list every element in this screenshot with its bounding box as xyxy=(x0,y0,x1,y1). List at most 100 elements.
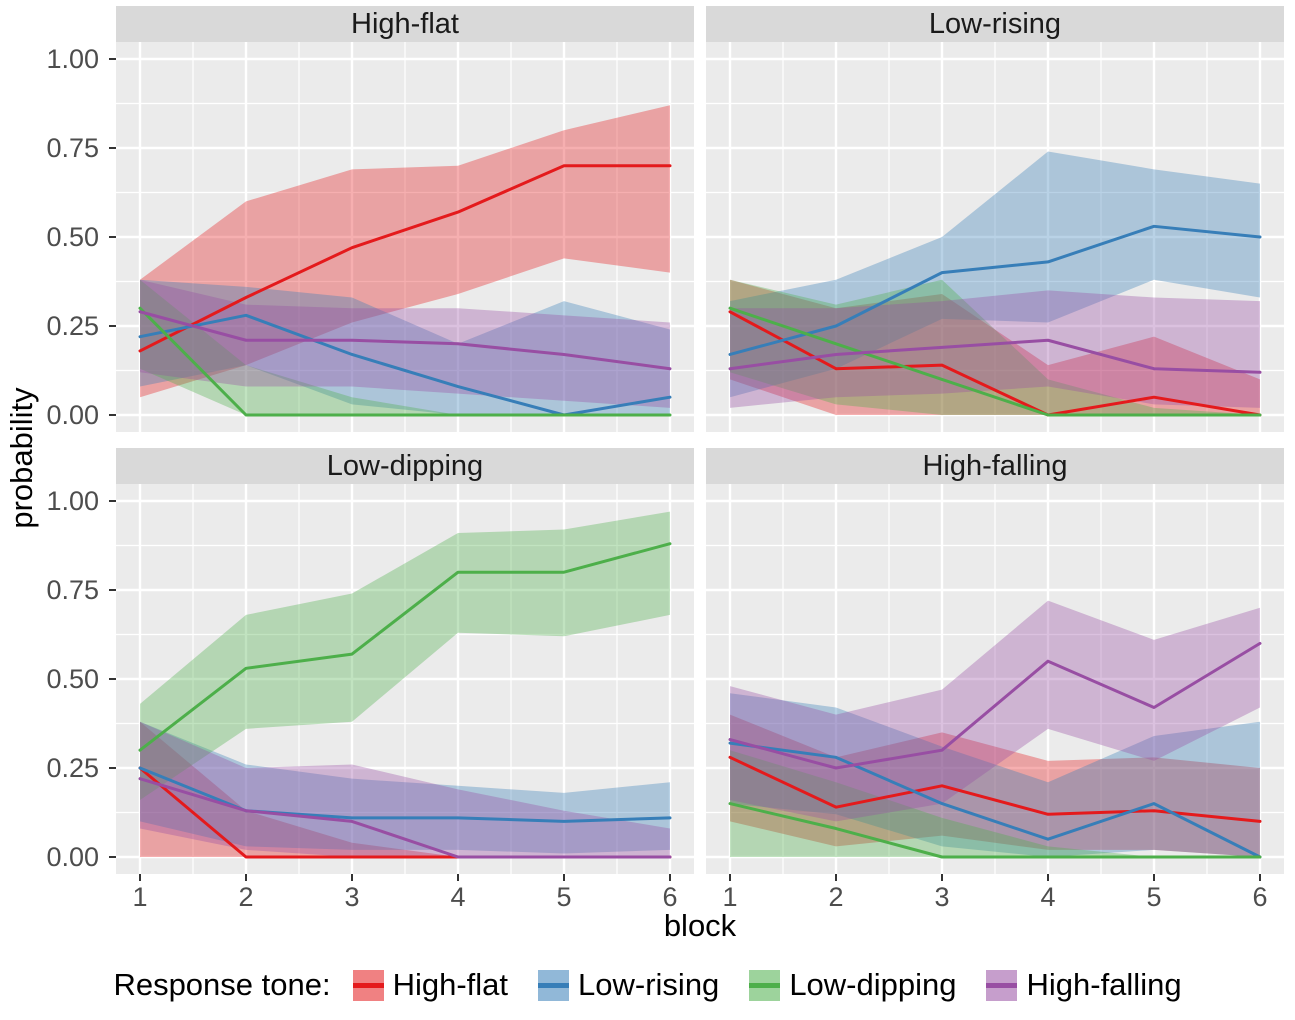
y-tick-mark xyxy=(109,589,116,591)
legend-key-line xyxy=(986,982,1018,988)
legend-key-swatch xyxy=(986,969,1018,1001)
y-tick-mark xyxy=(109,856,116,858)
line-high-falling xyxy=(728,641,1262,770)
x-tick-mark xyxy=(1259,874,1261,881)
x-axis-title: block xyxy=(663,908,737,943)
y-tick-label: 1.00 xyxy=(46,486,99,516)
legend-entry-low-rising: Low-rising xyxy=(538,967,719,1003)
y-tick-label: 0.00 xyxy=(46,400,99,430)
line-low-dipping xyxy=(138,542,672,752)
x-tick-mark xyxy=(835,874,837,881)
x-tick-label: 2 xyxy=(828,882,844,912)
y-tick-label: 0.25 xyxy=(46,753,99,783)
legend-key-swatch xyxy=(538,969,570,1001)
y-tick-label: 0.75 xyxy=(46,133,99,163)
x-tick-mark xyxy=(729,874,731,881)
x-tick-label: 6 xyxy=(662,882,678,912)
x-tick-label: 4 xyxy=(450,882,466,912)
line-high-falling xyxy=(728,338,1262,374)
x-tick-label: 3 xyxy=(934,882,950,912)
x-tick-mark xyxy=(1153,874,1155,881)
y-tick-mark xyxy=(109,147,116,149)
x-tick-mark xyxy=(457,874,459,881)
x-tick-mark xyxy=(245,874,247,881)
x-tick-label: 5 xyxy=(1146,882,1162,912)
facet-panel-high-flat: High-flat xyxy=(116,6,694,432)
legend-label: Low-rising xyxy=(578,967,720,1002)
x-tick-mark xyxy=(139,874,141,881)
y-tick-label: 1.00 xyxy=(46,44,99,74)
x-tick-label: 1 xyxy=(132,882,148,912)
legend: Response tone: High-flat Low-rising Low-di… xyxy=(0,958,1295,1012)
ribbon-high-falling xyxy=(140,279,670,408)
ribbon-low-dipping xyxy=(140,511,670,801)
y-tick-label: 0.75 xyxy=(46,575,99,605)
legend-label: High-falling xyxy=(1026,967,1182,1002)
ribbon-high-falling xyxy=(730,600,1260,822)
legend-entry-low-dipping: Low-dipping xyxy=(749,967,956,1003)
plot-area xyxy=(116,484,694,874)
y-tick-label: 0.50 xyxy=(46,222,99,252)
x-tick-label: 5 xyxy=(556,882,572,912)
y-tick-label: 0.25 xyxy=(46,311,99,341)
legend-key-swatch xyxy=(352,969,384,1001)
facet-strip-label: High-falling xyxy=(706,448,1284,484)
ribbon-high-falling xyxy=(140,721,670,857)
ribbon-low-rising xyxy=(730,151,1260,398)
ribbon-high-flat xyxy=(140,721,670,857)
facet-strip-label: Low-rising xyxy=(706,6,1284,42)
legend-entry-high-flat: High-flat xyxy=(352,967,509,1003)
legend-title: Response tone: xyxy=(113,967,331,1002)
x-tick-mark xyxy=(941,874,943,881)
x-tick-label: 4 xyxy=(1040,882,1056,912)
x-axis-ticks-col1: 1 2 3 4 5 6 xyxy=(116,874,694,912)
y-axis-ticks-row1: 0.00 0.25 0.50 0.75 1.00 xyxy=(38,42,116,432)
legend-key-line xyxy=(749,982,781,988)
x-tick-mark xyxy=(669,874,671,881)
ribbon-high-falling xyxy=(730,290,1260,408)
x-tick-label: 2 xyxy=(238,882,254,912)
legend-entry-high-falling: High-falling xyxy=(986,967,1182,1003)
line-low-dipping xyxy=(728,802,1262,859)
y-tick-mark xyxy=(109,236,116,238)
legend-entries: High-flat Low-rising Low-dipping High-falli… xyxy=(352,967,1182,1003)
legend-label: High-flat xyxy=(392,967,509,1002)
facet-panel-low-dipping: Low-dipping xyxy=(116,448,694,874)
plot-area xyxy=(706,484,1284,874)
ribbon-low-rising xyxy=(730,693,1260,857)
line-high-falling xyxy=(138,777,672,859)
facet-panel-low-rising: Low-rising xyxy=(706,6,1284,432)
line-low-rising xyxy=(138,313,672,417)
line-low-rising xyxy=(138,766,672,823)
y-axis-title: probability xyxy=(4,387,39,529)
y-tick-mark xyxy=(109,414,116,416)
y-tick-mark xyxy=(109,325,116,327)
legend-label: Low-dipping xyxy=(789,967,957,1002)
y-tick-label: 0.50 xyxy=(46,664,99,694)
x-axis-ticks-col2: 1 2 3 4 5 6 xyxy=(706,874,1284,912)
line-high-flat xyxy=(728,310,1262,417)
line-low-dipping xyxy=(728,306,1262,417)
y-axis-ticks-row2: 0.00 0.25 0.50 0.75 1.00 xyxy=(38,484,116,874)
legend-key-swatch xyxy=(749,969,781,1001)
line-low-rising xyxy=(728,224,1262,356)
ribbon-low-dipping xyxy=(730,750,1260,857)
ribbon-high-flat xyxy=(730,714,1260,857)
x-tick-label: 6 xyxy=(1252,882,1268,912)
x-tick-label: 3 xyxy=(344,882,360,912)
x-tick-mark xyxy=(563,874,565,881)
line-low-dipping xyxy=(138,306,672,417)
y-tick-label: 0.00 xyxy=(46,842,99,872)
ribbon-low-dipping xyxy=(140,279,670,415)
facet-strip-label: High-flat xyxy=(116,6,694,42)
plot-area xyxy=(706,42,1284,432)
line-low-rising xyxy=(728,741,1262,859)
y-tick-mark xyxy=(109,678,116,680)
legend-key-line xyxy=(538,982,570,988)
ribbon-low-rising xyxy=(140,279,670,415)
y-tick-mark xyxy=(109,500,116,502)
x-tick-mark xyxy=(1047,874,1049,881)
line-high-falling xyxy=(138,310,672,371)
facet-strip-label: Low-dipping xyxy=(116,448,694,484)
